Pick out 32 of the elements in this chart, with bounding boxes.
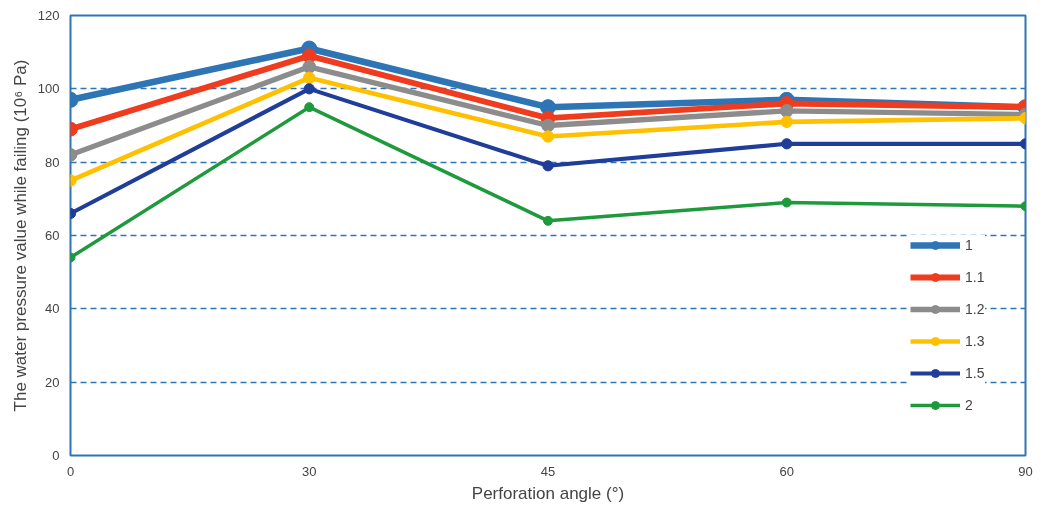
legend-label: 2 (965, 397, 974, 413)
x-tick-label: 60 (779, 463, 794, 479)
y-tick-label: 0 (52, 448, 60, 463)
point (780, 115, 793, 129)
point (302, 60, 317, 74)
point (541, 130, 555, 143)
y-tick-label: 80 (45, 154, 60, 170)
x-tick-label: 0 (66, 463, 75, 479)
point (779, 104, 794, 118)
legend-label: 1.3 (965, 333, 985, 349)
point (303, 71, 316, 85)
x-tick-label: 45 (540, 463, 556, 479)
x-tick-label: 30 (302, 463, 317, 479)
y-axis-title: The water pressure value while failing (10⁶ Pa) (10, 59, 30, 412)
legend-label: 1 (965, 237, 974, 253)
point (542, 160, 554, 172)
point (543, 215, 553, 226)
legend-label: 1.1 (965, 269, 985, 285)
point (303, 83, 315, 95)
y-tick-label: 100 (37, 81, 60, 97)
point (304, 102, 315, 113)
y-tick-label: 20 (45, 374, 60, 390)
legend-label: 1.2 (965, 301, 985, 317)
x-tick-label: 90 (1018, 463, 1033, 479)
legend-label: 1.5 (965, 365, 985, 381)
point (781, 197, 792, 208)
point (781, 138, 793, 150)
y-tick-label: 120 (37, 8, 60, 23)
y-tick-label: 40 (45, 301, 60, 317)
point (541, 118, 555, 133)
y-tick-label: 60 (45, 228, 60, 243)
x-axis-title: Perforation angle (°) (471, 483, 625, 503)
